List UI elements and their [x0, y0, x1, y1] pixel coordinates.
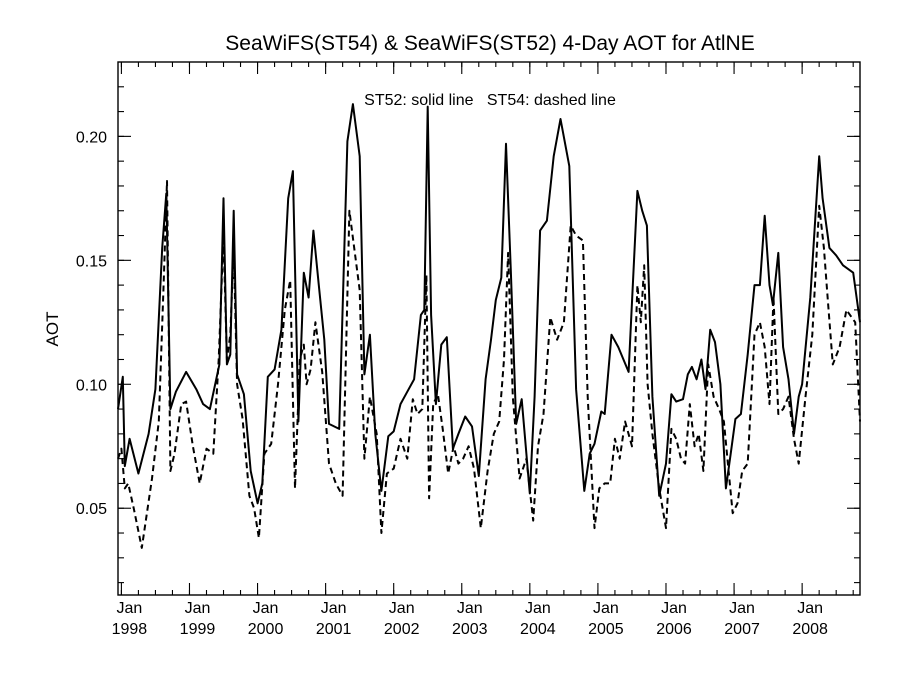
x-tick-year-label: 2006 — [656, 621, 692, 638]
x-tick-year-label: 2000 — [248, 621, 284, 638]
x-tick-year-label: 2001 — [316, 621, 352, 638]
y-tick-label: 0.20 — [76, 129, 107, 146]
y-tick-label: 0.15 — [76, 253, 107, 270]
x-tick-year-label: 2005 — [588, 621, 624, 638]
line-style-annotation: ST52: solid line ST54: dashed line — [364, 92, 616, 109]
x-tick-month-label: Jan — [457, 600, 483, 617]
x-tick-month-label: Jan — [729, 600, 755, 617]
series-layer — [117, 103, 861, 549]
x-tick-month-label: Jan — [117, 600, 143, 617]
x-tick-year-label: 2008 — [792, 621, 828, 638]
plot-frame — [117, 61, 861, 596]
x-tick-year-label: 1999 — [180, 621, 216, 638]
series-st54-dashed-line — [117, 180, 861, 549]
series-st52-solid-line — [117, 103, 861, 505]
y-tick-label: 0.05 — [76, 501, 107, 518]
x-tick-year-label: 2002 — [384, 621, 420, 638]
x-tick-month-label: Jan — [321, 600, 347, 617]
y-tick-label: 0.10 — [76, 377, 107, 394]
x-tick-year-label: 2003 — [452, 621, 488, 638]
x-tick-year-label: 2004 — [520, 621, 556, 638]
x-tick-month-label: Jan — [593, 600, 619, 617]
x-tick-month-label: Jan — [185, 600, 211, 617]
x-tick-month-label: Jan — [253, 600, 279, 617]
major-ticks — [118, 62, 860, 595]
x-tick-year-label: 2007 — [724, 621, 760, 638]
x-tick-month-label: Jan — [389, 600, 415, 617]
y-axis-label: AOT — [43, 312, 62, 347]
x-tick-year-label: 1998 — [112, 621, 148, 638]
tick-labels: 0.05 0.10 0.15 0.20 Jan 1998 Jan 1999 Jan 2000 Jan… — [76, 129, 828, 638]
chart-title: SeaWiFS(ST54) & SeaWiFS(ST52) 4-Day AOT … — [225, 32, 754, 55]
minor-ticks — [118, 62, 860, 595]
x-tick-month-label: Jan — [797, 600, 823, 617]
x-tick-month-label: Jan — [661, 600, 687, 617]
x-tick-month-label: Jan — [525, 600, 551, 617]
